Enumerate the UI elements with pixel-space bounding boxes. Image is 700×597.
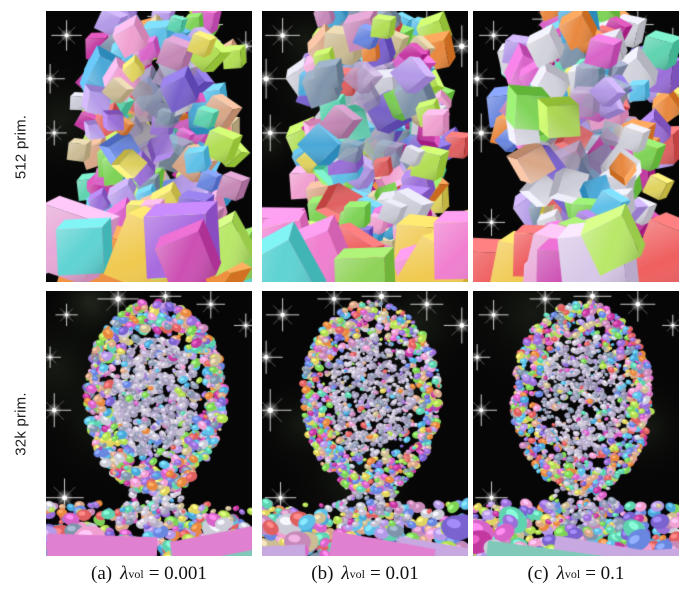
caption-a-value: = 0.001: [148, 563, 207, 584]
caption-a: (a) λ vol = 0.001: [91, 563, 207, 584]
caption-a-lambda: λ: [120, 563, 129, 584]
caption-b-value: = 0.01: [370, 563, 419, 584]
panel-c-512-prim: [473, 11, 679, 282]
caption-b-index: (b): [311, 563, 334, 584]
caption-c-index: (c): [527, 563, 549, 584]
panel-b-512-prim: [262, 11, 468, 282]
panel-b-32k-prim: [262, 291, 468, 556]
row-label-512-prim: 512 prim.: [12, 114, 30, 180]
panel-c-32k-prim: [473, 291, 679, 556]
row-label-32k-prim: 32k prim.: [12, 392, 30, 456]
caption-a-index: (a): [91, 563, 113, 584]
caption-c-value: = 0.1: [585, 563, 625, 584]
caption-c: (c) λ vol = 0.1: [527, 563, 625, 584]
panel-a-512-prim: [46, 11, 252, 282]
caption-b: (b) λ vol = 0.01: [311, 563, 419, 584]
caption-c-lambda: λ: [556, 563, 565, 584]
caption-b-lambda: λ: [341, 563, 350, 584]
panel-a-32k-prim: [46, 291, 252, 556]
